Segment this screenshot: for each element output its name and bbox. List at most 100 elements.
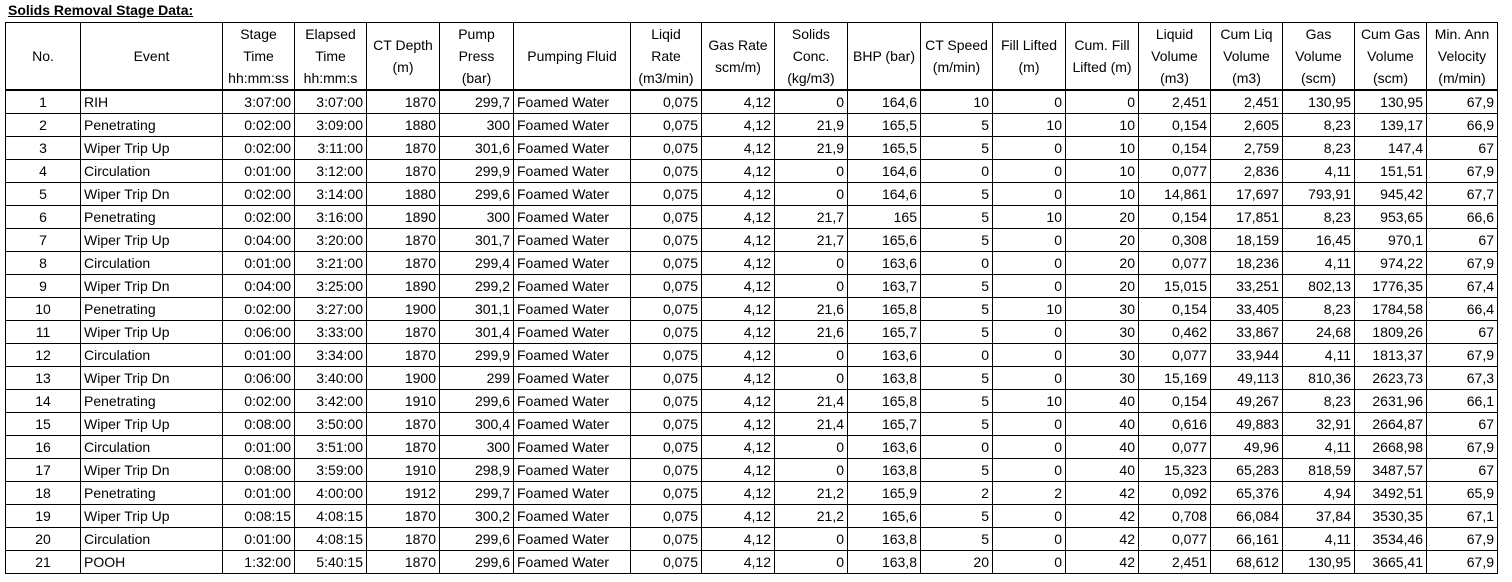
cell-ct-depth: 1870	[366, 435, 440, 459]
cell-min-ann-velocity: 67,9	[1426, 159, 1498, 183]
cell-gas-volume: 8,23	[1282, 136, 1355, 160]
cell-elapsed-time: 3:34:00	[294, 343, 367, 367]
cell-solids-conc: 21,4	[774, 389, 848, 413]
cell-cum-gas-volume: 1776,35	[1354, 274, 1427, 298]
cell-min-ann-velocity: 65,9	[1426, 481, 1498, 505]
cell-min-ann-velocity: 66,6	[1426, 205, 1498, 229]
cell-ct-depth: 1870	[366, 412, 440, 436]
cell-ct-depth: 1912	[366, 481, 440, 505]
cell-solids-conc: 21,7	[774, 205, 848, 229]
header-line: Rate	[651, 48, 681, 64]
cell-ct-speed: 5	[920, 182, 993, 206]
cell-liquid-rate: 0,075	[630, 550, 702, 574]
cell-cum-gas-volume: 3534,46	[1354, 527, 1427, 551]
cell-event: Penetrating	[80, 481, 223, 505]
cell-pumping-fluid: Foamed Water	[513, 136, 631, 160]
cell-cum-liq-volume: 66,161	[1210, 527, 1283, 551]
cell-liquid-volume: 0,154	[1138, 113, 1211, 137]
cell-cum-gas-volume: 2631,96	[1354, 389, 1427, 413]
header-line: Pumping Fluid	[527, 48, 617, 64]
cell-bhp: 163,8	[847, 527, 921, 551]
cell-min-ann-velocity: 67,3	[1426, 366, 1498, 390]
cell-event: Penetrating	[80, 297, 223, 321]
cell-no: 12	[5, 343, 81, 367]
header-line: Gas Rate	[708, 37, 768, 53]
cell-ct-depth: 1870	[366, 527, 440, 551]
cell-cum-fill-lifted: 20	[1065, 274, 1139, 298]
cell-gas-volume: 4,11	[1282, 159, 1355, 183]
cell-pump-press: 300	[439, 435, 514, 459]
header-line: Conc.	[792, 48, 830, 64]
cell-pumping-fluid: Foamed Water	[513, 159, 631, 183]
cell-liquid-volume: 0,616	[1138, 412, 1211, 436]
header-fill-lifted: Fill Lifted (m)	[992, 22, 1066, 91]
cell-event: Wiper Trip Dn	[80, 366, 223, 390]
cell-fill-lifted: 0	[992, 251, 1066, 275]
cell-cum-gas-volume: 945,42	[1354, 182, 1427, 206]
cell-pump-press: 299,9	[439, 343, 514, 367]
cell-solids-conc: 0	[774, 366, 848, 390]
header-line: BHP (bar)	[853, 48, 915, 64]
cell-gas-rate: 4,12	[701, 389, 775, 413]
cell-no: 3	[5, 136, 81, 160]
cell-cum-fill-lifted: 20	[1065, 228, 1139, 252]
cell-min-ann-velocity: 67,9	[1426, 343, 1498, 367]
cell-ct-speed: 5	[920, 412, 993, 436]
cell-ct-depth: 1900	[366, 366, 440, 390]
cell-pumping-fluid: Foamed Water	[513, 343, 631, 367]
header-line: Volume	[1151, 48, 1198, 64]
cell-pumping-fluid: Foamed Water	[513, 481, 631, 505]
cell-bhp: 165,6	[847, 228, 921, 252]
header-line: (scm)	[1373, 70, 1408, 86]
cell-stage-time: 0:08:00	[222, 458, 295, 482]
cell-gas-volume: 130,95	[1282, 550, 1355, 574]
cell-elapsed-time: 3:14:00	[294, 182, 367, 206]
header-line: Liqid	[651, 26, 681, 42]
header-line: Volume	[1295, 48, 1342, 64]
cell-cum-fill-lifted: 30	[1065, 320, 1139, 344]
cell-solids-conc: 0	[774, 251, 848, 275]
cell-gas-volume: 24,68	[1282, 320, 1355, 344]
cell-no: 19	[5, 504, 81, 528]
cell-stage-time: 0:02:00	[222, 182, 295, 206]
cell-cum-liq-volume: 18,159	[1210, 228, 1283, 252]
cell-liquid-rate: 0,075	[630, 481, 702, 505]
cell-ct-speed: 0	[920, 159, 993, 183]
cell-fill-lifted: 10	[992, 113, 1066, 137]
cell-liquid-rate: 0,075	[630, 136, 702, 160]
cell-stage-time: 0:02:00	[222, 113, 295, 137]
cell-pumping-fluid: Foamed Water	[513, 320, 631, 344]
cell-elapsed-time: 3:42:00	[294, 389, 367, 413]
cell-ct-depth: 1870	[366, 228, 440, 252]
cell-fill-lifted: 0	[992, 435, 1066, 459]
header-elapsed-time: Elapsed Time hh:mm:s	[294, 22, 367, 91]
cell-elapsed-time: 3:12:00	[294, 159, 367, 183]
cell-elapsed-time: 3:50:00	[294, 412, 367, 436]
cell-bhp: 165,7	[847, 412, 921, 436]
cell-fill-lifted: 0	[992, 412, 1066, 436]
table-row: 13 Wiper Trip Dn 0:06:00 3:40:00 1900 299 Foam…	[5, 366, 1498, 390]
cell-ct-depth: 1870	[366, 504, 440, 528]
table-row: 12 Circulation 0:01:00 3:34:00 1870 299,9 Foam…	[5, 343, 1498, 367]
header-line: Solids	[791, 26, 831, 42]
header-line: (m)	[1018, 59, 1040, 75]
header-min-ann-velocity: Min. Ann Velocity (m/min)	[1426, 22, 1498, 91]
cell-bhp: 163,8	[847, 366, 921, 390]
cell-no: 13	[5, 366, 81, 390]
cell-liquid-volume: 0,154	[1138, 136, 1211, 160]
cell-fill-lifted: 0	[992, 136, 1066, 160]
cell-ct-speed: 5	[920, 504, 993, 528]
cell-gas-volume: 16,45	[1282, 228, 1355, 252]
cell-elapsed-time: 3:27:00	[294, 297, 367, 321]
header-line: (m3/min)	[638, 70, 694, 86]
header-no: No.	[5, 22, 81, 91]
table-row: 20 Circulation 0:01:00 4:08:15 1870 299,6 Foam…	[5, 527, 1498, 551]
cell-bhp: 164,6	[847, 159, 921, 183]
header-pumping-fluid: Pumping Fluid	[513, 22, 631, 91]
header-line: hh:mm:s	[303, 70, 358, 86]
cell-bhp: 164,6	[847, 89, 921, 114]
cell-solids-conc: 0	[774, 274, 848, 298]
cell-cum-gas-volume: 3492,51	[1354, 481, 1427, 505]
cell-gas-rate: 4,12	[701, 527, 775, 551]
cell-solids-conc: 21,2	[774, 504, 848, 528]
